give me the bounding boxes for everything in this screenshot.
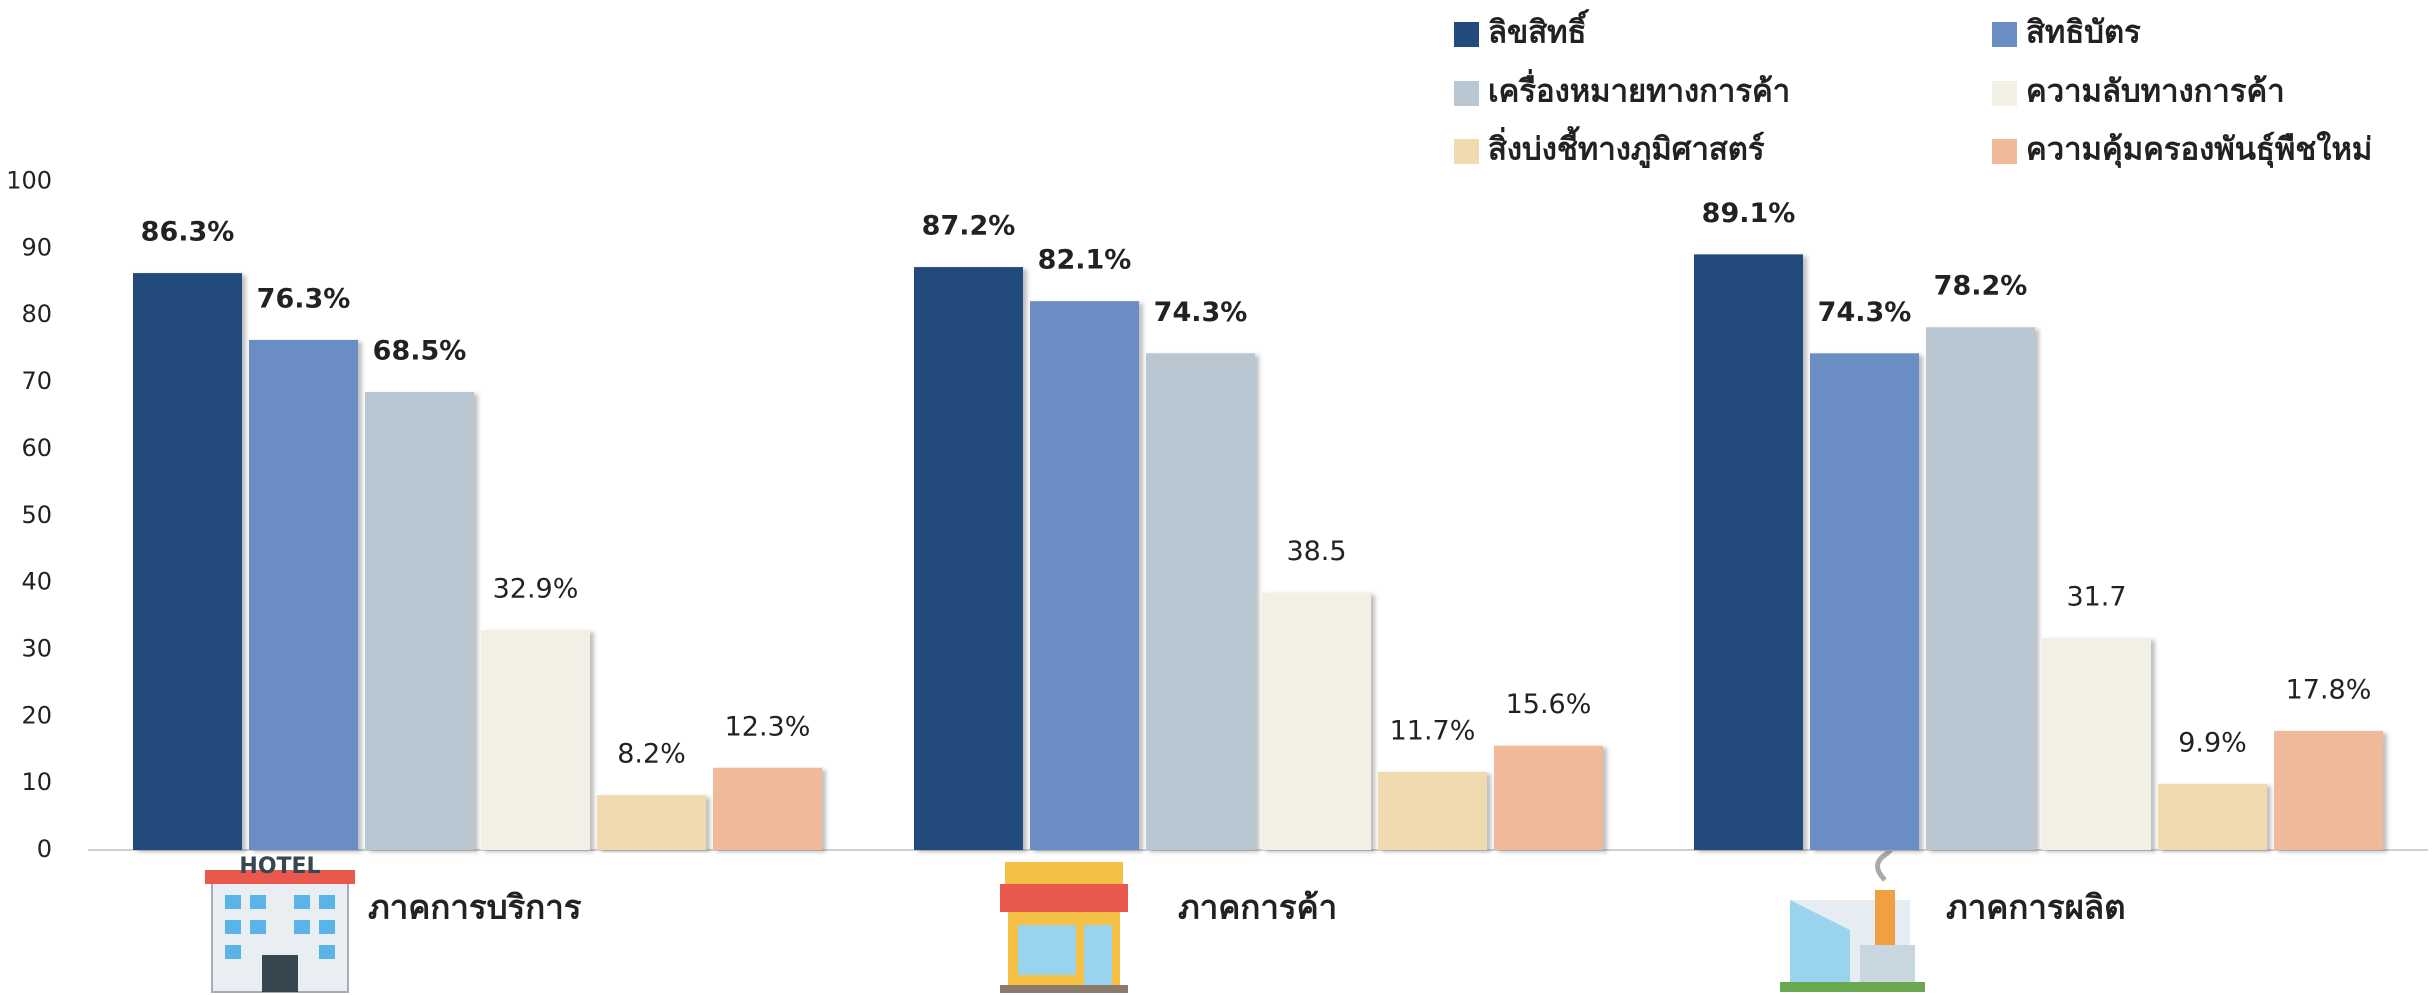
legend-label: สิทธิบัตร [2026,15,2141,51]
y-tick-label: 0 [37,835,52,863]
legend-swatch [1992,22,2017,47]
value-label: 17.8% [2286,675,2372,706]
legend-swatch [1992,81,2017,106]
value-label: 11.7% [1390,715,1476,746]
y-tick-label: 70 [21,367,52,395]
value-label: 87.2% [922,211,1016,242]
value-label: 9.9% [2178,727,2247,758]
hotel-icon: HOTEL [205,854,355,993]
legend-swatch [1454,139,1479,164]
legend-swatch [1992,139,2017,164]
y-tick-label: 20 [21,701,52,729]
bar [481,630,590,850]
legend-swatch [1454,81,1479,106]
value-label: 32.9% [493,574,579,605]
y-tick-label: 80 [21,300,52,328]
icon-label: HOTEL [239,854,320,879]
bar [2274,731,2383,850]
bar [597,795,706,850]
value-label: 38.5 [1286,536,1346,567]
value-label: 74.3% [1154,297,1248,328]
bar [1262,592,1371,850]
bar [2042,638,2151,850]
y-tick-label: 60 [21,434,52,462]
bar [2158,783,2267,850]
value-label: 68.5% [373,336,467,367]
x-tick-label: ภาคการค้า [1178,888,1337,927]
value-label: 86.3% [141,217,235,248]
bar [1378,771,1487,850]
y-tick-label: 100 [6,167,52,195]
bar [1146,353,1255,850]
legend-label: สิ่งบ่งชี้ทางภูมิศาสตร์ [1488,126,1765,169]
bar [1694,254,1803,850]
value-label: 15.6% [1506,689,1592,720]
bar [1810,353,1919,850]
value-label: 78.2% [1934,271,2028,302]
value-label: 82.1% [1038,245,1132,276]
legend-label: ลิขสิทธิ์ [1488,9,1590,51]
bar [914,267,1023,850]
y-tick-label: 30 [21,634,52,662]
y-tick-label: 90 [21,233,52,261]
x-tick-label: ภาคการผลิต [1946,888,2126,927]
bar [365,392,474,850]
value-label: 76.3% [257,283,351,314]
value-label: 8.2% [617,739,686,770]
bar [1494,745,1603,850]
bar [713,767,822,850]
legend-swatch [1454,22,1479,47]
factory-icon [1780,828,1925,992]
bar [1926,327,2035,850]
value-label: 12.3% [725,711,811,742]
legend-label: เครื่องหมายทางการค้า [1488,69,1790,110]
y-tick-label: 50 [21,501,52,529]
x-tick-label: ภาคการบริการ [368,888,582,927]
shop-icon [1000,862,1128,993]
y-tick-label: 40 [21,568,52,596]
bar [133,273,242,851]
value-label: 74.3% [1818,297,1912,328]
legend-label: ความลับทางการค้า [2026,74,2285,110]
bar [1030,301,1139,850]
y-tick-label: 10 [21,768,52,796]
value-label: 31.7 [2066,582,2126,613]
value-label: 89.1% [1702,198,1796,229]
legend-label: ความคุ้มครองพันธุ์พืชใหม่ [2026,131,2372,169]
bar [249,339,358,850]
